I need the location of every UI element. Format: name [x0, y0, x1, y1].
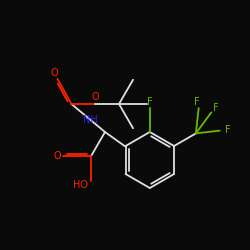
- Text: F: F: [147, 97, 152, 107]
- Text: O: O: [50, 68, 58, 78]
- Text: NH: NH: [83, 115, 98, 125]
- Text: F: F: [225, 124, 230, 134]
- Text: O: O: [92, 92, 99, 102]
- Text: F: F: [214, 104, 219, 114]
- Text: F: F: [194, 97, 200, 107]
- Text: HO: HO: [74, 180, 88, 190]
- Text: O: O: [53, 151, 61, 161]
